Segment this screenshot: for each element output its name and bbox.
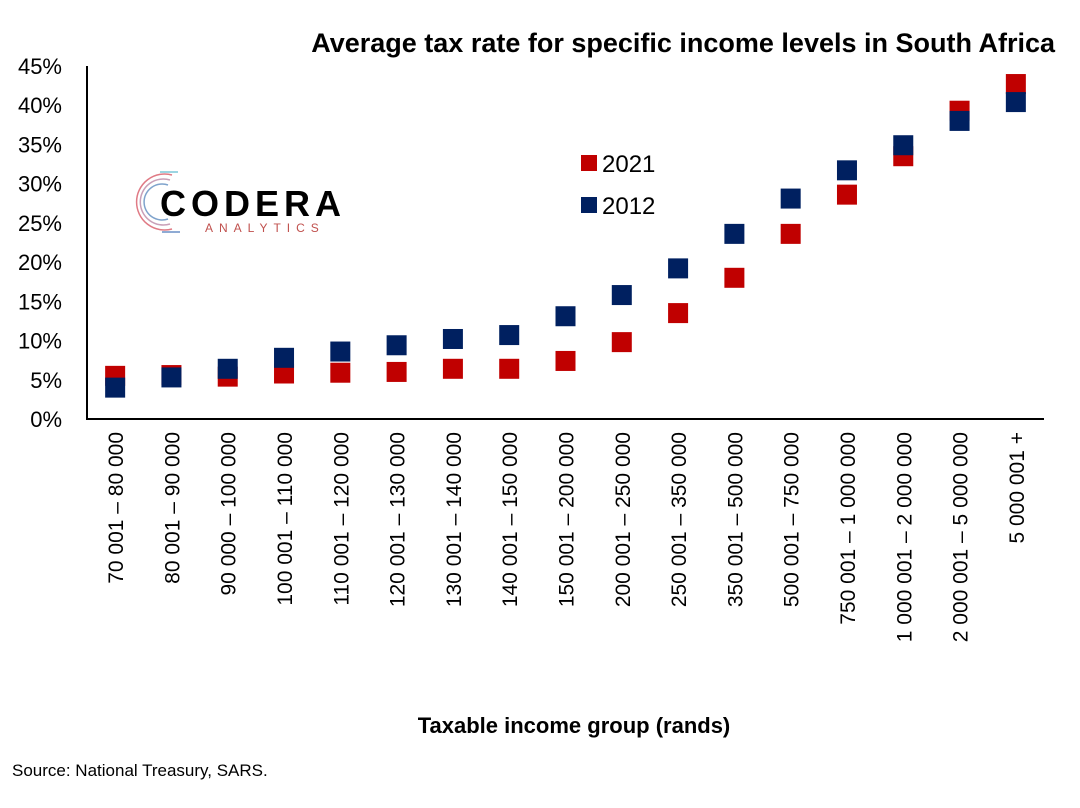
- y-tick-label: 30%: [18, 172, 62, 197]
- data-point-2012: [949, 110, 970, 131]
- x-tick-label: 2 000 001 – 5 000 000: [950, 432, 973, 642]
- data-point-2021: [442, 358, 463, 379]
- legend: 2021 2012: [581, 151, 655, 220]
- x-tick-label: 120 001 – 130 000: [387, 432, 410, 607]
- data-point-2021: [330, 362, 351, 383]
- y-axis: 0% 5% 10% 15% 20% 25% 30% 35% 40% 45%: [18, 54, 62, 432]
- chart-title: Average tax rate for specific income lev…: [311, 28, 1056, 58]
- data-point-2021: [668, 303, 689, 324]
- data-point-2012: [780, 188, 801, 209]
- x-tick-label: 250 001 – 350 000: [668, 432, 691, 607]
- data-point-2021: [555, 350, 576, 371]
- y-tick-label: 20%: [18, 250, 62, 275]
- y-tick-label: 15%: [18, 289, 62, 314]
- data-point-2021: [836, 184, 857, 205]
- source-note: Source: National Treasury, SARS.: [12, 761, 268, 780]
- y-tick-label: 10%: [18, 329, 62, 354]
- y-tick-label: 45%: [18, 54, 62, 79]
- x-tick-label: 110 001 – 120 000: [330, 432, 353, 606]
- data-point-2012: [330, 341, 351, 362]
- data-point-2012: [105, 377, 126, 398]
- x-tick-label: 140 001 – 150 000: [499, 432, 522, 607]
- x-tick-label: 70 001 – 80 000: [105, 432, 128, 584]
- x-tick-label: 80 001 – 90 000: [161, 432, 184, 584]
- x-axis-label: Taxable income group (rands): [418, 713, 731, 738]
- logo-circuit-icon: [135, 171, 180, 233]
- data-point-2021: [1005, 74, 1026, 95]
- legend-label-2012: 2012: [602, 193, 655, 220]
- data-point-2021: [386, 361, 407, 382]
- data-point-2012: [274, 347, 295, 368]
- legend-label-2021: 2021: [602, 151, 655, 178]
- data-point-2012: [836, 160, 857, 181]
- data-point-2012: [217, 358, 238, 379]
- data-point-2012: [1005, 92, 1026, 113]
- data-point-2012: [442, 328, 463, 349]
- data-point-2021: [780, 223, 801, 244]
- x-tick-label: 90 000 – 100 000: [218, 432, 241, 596]
- x-tick-label: 5 000 001 +: [1006, 432, 1029, 544]
- x-tick-label: 100 001 – 110 000: [274, 432, 297, 606]
- x-axis: 70 001 – 80 000 80 001 – 90 000 90 000 – 1…: [105, 432, 1029, 642]
- data-point-2021: [499, 358, 520, 379]
- data-point-2021: [724, 267, 745, 288]
- x-tick-label: 500 001 – 750 000: [781, 432, 804, 607]
- legend-swatch-2021: [581, 155, 597, 171]
- y-tick-label: 35%: [18, 132, 62, 157]
- data-point-2012: [724, 223, 745, 244]
- logo-main-text: CODERA: [160, 183, 346, 224]
- codera-logo: CODERA ANALYTICS: [135, 171, 346, 235]
- data-point-2021: [274, 363, 295, 384]
- data-point-2012: [611, 285, 632, 306]
- x-tick-label: 200 001 – 250 000: [612, 432, 635, 607]
- data-point-2012: [499, 325, 520, 346]
- x-tick-label: 1 000 001 – 2 000 000: [893, 432, 916, 642]
- y-tick-label: 0%: [30, 407, 62, 432]
- data-points: [105, 74, 1026, 398]
- y-tick-label: 40%: [18, 93, 62, 118]
- data-point-2012: [161, 367, 182, 388]
- data-point-2012: [668, 258, 689, 279]
- data-point-2012: [893, 135, 914, 156]
- logo-sub-text: ANALYTICS: [205, 221, 325, 235]
- y-tick-label: 25%: [18, 211, 62, 236]
- y-tick-label: 5%: [30, 368, 62, 393]
- legend-swatch-2012: [581, 197, 597, 213]
- data-point-2012: [386, 335, 407, 356]
- x-tick-label: 150 001 – 200 000: [556, 432, 579, 607]
- x-tick-label: 350 001 – 500 000: [724, 432, 747, 607]
- data-point-2021: [611, 332, 632, 353]
- data-point-2012: [555, 306, 576, 327]
- x-tick-label: 130 001 – 140 000: [443, 432, 466, 607]
- x-tick-label: 750 001 – 1 000 000: [837, 432, 860, 625]
